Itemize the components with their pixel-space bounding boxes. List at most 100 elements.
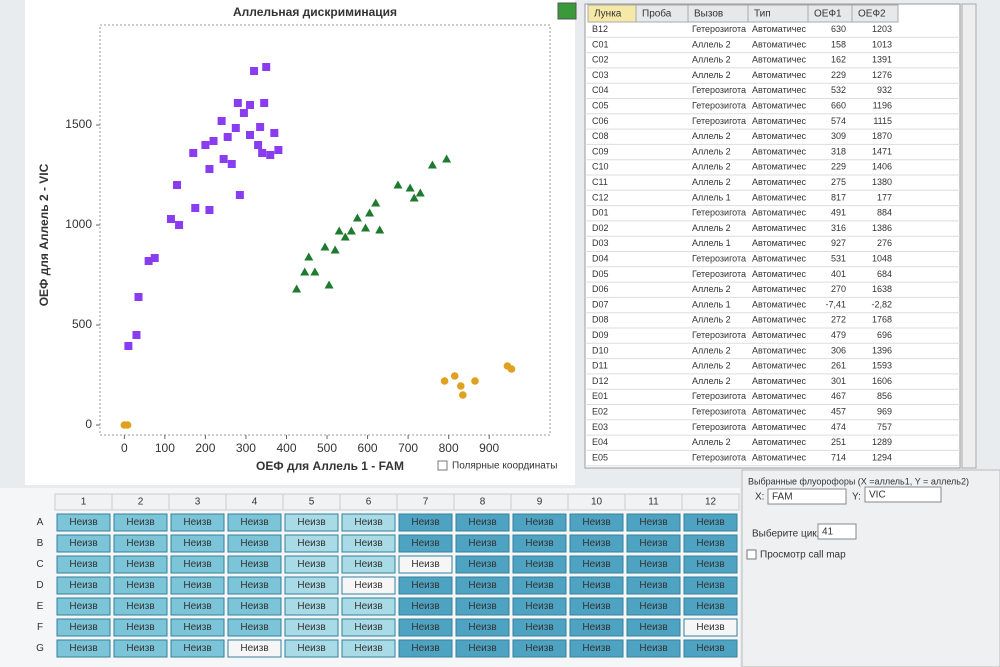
well[interactable]: [512, 534, 567, 553]
cell: Аллель 2: [692, 437, 731, 447]
well[interactable]: [170, 576, 225, 595]
column-header[interactable]: [851, 4, 899, 23]
well[interactable]: [113, 639, 168, 658]
well[interactable]: [56, 639, 111, 658]
well[interactable]: [170, 618, 225, 637]
well-label: Неизв: [183, 643, 211, 654]
well[interactable]: [227, 618, 282, 637]
well[interactable]: [284, 639, 339, 658]
y-select[interactable]: [864, 486, 942, 503]
well[interactable]: [569, 639, 624, 658]
well[interactable]: [626, 534, 681, 553]
well[interactable]: [398, 513, 453, 532]
well[interactable]: [227, 513, 282, 532]
well[interactable]: [455, 576, 510, 595]
well[interactable]: [512, 576, 567, 595]
well[interactable]: [683, 639, 738, 658]
well-label: Неизв: [582, 643, 610, 654]
well[interactable]: [512, 513, 567, 532]
well[interactable]: [170, 555, 225, 574]
well[interactable]: [227, 534, 282, 553]
well[interactable]: [398, 597, 453, 616]
well[interactable]: [341, 534, 396, 553]
callmap-checkbox[interactable]: [746, 549, 757, 560]
chart-icon[interactable]: [557, 2, 577, 20]
well[interactable]: [512, 597, 567, 616]
well[interactable]: [512, 639, 567, 658]
well[interactable]: [284, 534, 339, 553]
well[interactable]: [626, 555, 681, 574]
well-label: Неизв: [126, 580, 154, 591]
well[interactable]: [455, 618, 510, 637]
table-scrollbar[interactable]: [961, 3, 977, 469]
well[interactable]: [227, 597, 282, 616]
well[interactable]: [455, 555, 510, 574]
well[interactable]: [626, 513, 681, 532]
cell: C02: [592, 55, 609, 65]
well[interactable]: [398, 639, 453, 658]
well[interactable]: [455, 597, 510, 616]
well[interactable]: [56, 534, 111, 553]
well[interactable]: [170, 597, 225, 616]
well[interactable]: [626, 597, 681, 616]
well[interactable]: [398, 618, 453, 637]
well[interactable]: [683, 513, 738, 532]
well[interactable]: [569, 534, 624, 553]
well[interactable]: [512, 618, 567, 637]
well[interactable]: [398, 576, 453, 595]
cell: 309: [831, 131, 846, 141]
well[interactable]: [227, 555, 282, 574]
cycle-input[interactable]: [817, 523, 857, 540]
well[interactable]: [170, 513, 225, 532]
well[interactable]: [683, 618, 738, 637]
well[interactable]: [626, 618, 681, 637]
polar-checkbox[interactable]: [437, 460, 448, 471]
well[interactable]: [569, 513, 624, 532]
well[interactable]: [227, 576, 282, 595]
well[interactable]: [113, 618, 168, 637]
well[interactable]: [398, 555, 453, 574]
well[interactable]: [341, 597, 396, 616]
well[interactable]: [569, 618, 624, 637]
well[interactable]: [512, 555, 567, 574]
well[interactable]: [455, 639, 510, 658]
well[interactable]: [569, 576, 624, 595]
well[interactable]: [56, 597, 111, 616]
well[interactable]: [683, 534, 738, 553]
well[interactable]: [284, 555, 339, 574]
well[interactable]: [56, 618, 111, 637]
well[interactable]: [683, 555, 738, 574]
well[interactable]: [56, 555, 111, 574]
well[interactable]: [170, 639, 225, 658]
well[interactable]: [341, 576, 396, 595]
well[interactable]: [626, 639, 681, 658]
well[interactable]: [56, 513, 111, 532]
well[interactable]: [113, 576, 168, 595]
well[interactable]: [683, 576, 738, 595]
well[interactable]: [341, 555, 396, 574]
well[interactable]: [56, 576, 111, 595]
cell: 261: [831, 361, 846, 371]
well[interactable]: [341, 513, 396, 532]
well[interactable]: [626, 576, 681, 595]
well[interactable]: [341, 639, 396, 658]
point: [393, 180, 403, 189]
well[interactable]: [113, 534, 168, 553]
x-select[interactable]: [767, 488, 847, 505]
well[interactable]: [113, 555, 168, 574]
well[interactable]: [455, 534, 510, 553]
well[interactable]: [284, 597, 339, 616]
well[interactable]: [284, 576, 339, 595]
well[interactable]: [227, 639, 282, 658]
well[interactable]: [113, 597, 168, 616]
well[interactable]: [284, 618, 339, 637]
well[interactable]: [398, 534, 453, 553]
well[interactable]: [284, 513, 339, 532]
well[interactable]: [569, 555, 624, 574]
well[interactable]: [170, 534, 225, 553]
well[interactable]: [455, 513, 510, 532]
well[interactable]: [113, 513, 168, 532]
well[interactable]: [341, 618, 396, 637]
well[interactable]: [569, 597, 624, 616]
well[interactable]: [683, 597, 738, 616]
